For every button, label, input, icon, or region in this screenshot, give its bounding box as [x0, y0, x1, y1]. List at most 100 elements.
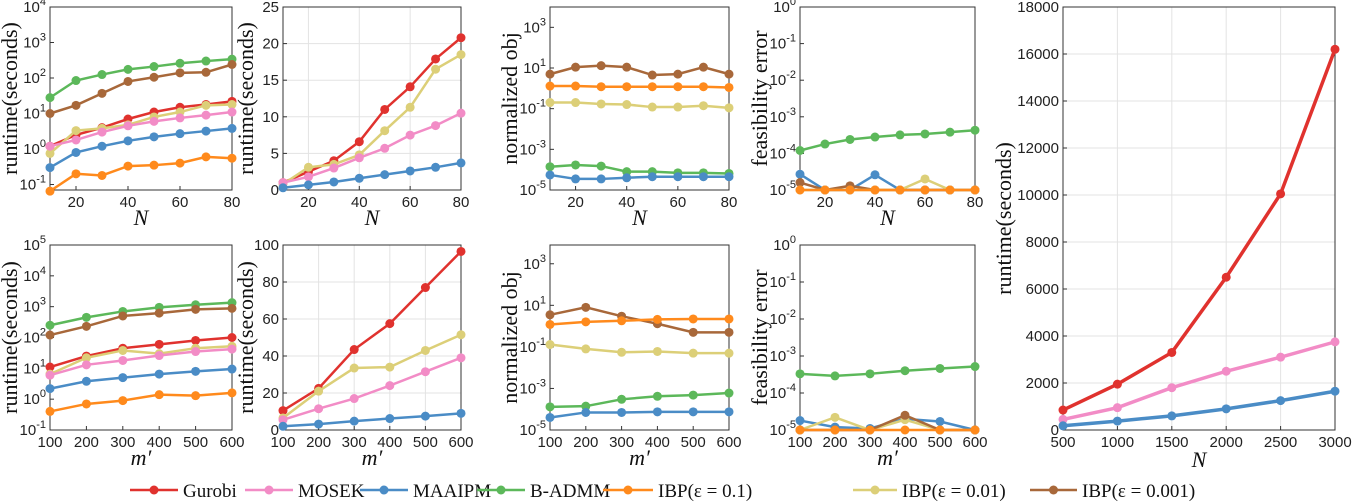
x-tick-label: 20 [300, 194, 317, 211]
legend-label: MAAIPM [413, 481, 491, 502]
plot-area [1063, 7, 1335, 430]
data-point [45, 186, 55, 196]
data-point [1167, 383, 1177, 393]
legend-marker [149, 485, 159, 495]
data-point [45, 370, 55, 380]
legend-label: IBP(ε = 0.01) [902, 481, 1006, 502]
data-point [118, 345, 128, 355]
data-point [724, 82, 734, 92]
data-point [227, 333, 237, 342]
series-line [549, 343, 729, 355]
legend-marker [870, 485, 880, 495]
subplot-8: 100 200 300 400 500 60010-510-410-310-210-110… [747, 234, 988, 470]
y-tick-label: 15 [262, 72, 279, 89]
data-point [278, 183, 288, 193]
y-axis-label: normalized obj [497, 32, 522, 165]
y-tick-label: 101 [523, 57, 546, 77]
x-tick-label: 80 [453, 194, 470, 211]
x-tick-label: 200 [822, 434, 847, 451]
data-point [545, 98, 555, 108]
data-point [97, 127, 107, 137]
y-tick-label: 2000 [1026, 375, 1059, 392]
data-point [571, 62, 581, 72]
x-tick-label: 60 [670, 194, 687, 211]
y-axis-label: normalized obj [497, 271, 522, 404]
data-point [456, 353, 466, 363]
data-point [354, 153, 364, 163]
data-point [795, 416, 805, 426]
data-point [456, 50, 466, 60]
x-tick-label: 80 [967, 194, 984, 211]
data-point [175, 158, 185, 168]
data-point [652, 391, 662, 401]
data-point [154, 369, 164, 379]
legend-label: IBP(ε = 0.001) [1082, 481, 1195, 502]
y-tick-label: 105 [23, 234, 46, 254]
data-point [622, 100, 632, 110]
legend-item: IBP(ε = 0.01) [853, 481, 1006, 502]
y-tick-label: 10-1 [770, 33, 796, 53]
data-point [154, 390, 164, 400]
y-tick-label: 101 [523, 294, 546, 314]
legend-item: MOSEK [245, 481, 365, 502]
data-point [1167, 347, 1177, 357]
data-point [945, 127, 955, 137]
data-point [45, 163, 55, 173]
series-line [549, 391, 730, 409]
legend-marker [623, 485, 633, 495]
y-axis-label: feasibility error [747, 30, 772, 167]
data-point [795, 169, 805, 179]
y-tick-label: 12000 [1017, 140, 1059, 157]
y-tick-label: 80 [262, 274, 279, 291]
data-point [118, 396, 128, 406]
series-line [1062, 389, 1336, 428]
data-point [154, 339, 164, 349]
data-point [724, 348, 734, 358]
data-point [724, 407, 734, 417]
data-point [652, 407, 662, 417]
data-point [724, 388, 734, 398]
x-tick-label: 500 [413, 434, 438, 451]
data-point [314, 386, 324, 396]
data-point [698, 62, 708, 72]
series-line [49, 301, 233, 327]
y-tick-label: 101 [23, 103, 46, 123]
data-point [149, 62, 159, 72]
data-point [123, 161, 133, 171]
x-tick-label: 100 [37, 434, 62, 451]
legend-marker [1049, 485, 1058, 495]
data-point [349, 345, 359, 355]
data-point [688, 407, 698, 417]
legend-item: Gurobi [130, 481, 237, 502]
subplot-4: 20 40 60 80 10-5 10-4 10-3 10-2 10-1 100 Nfeasibil… [747, 0, 983, 230]
x-axis-label: N [1191, 447, 1208, 472]
data-point [81, 353, 91, 363]
data-point [673, 102, 683, 112]
data-point [81, 312, 91, 322]
x-axis-label: N [364, 205, 381, 230]
data-point [118, 311, 128, 321]
data-point [545, 69, 555, 79]
data-point [865, 425, 875, 435]
y-tick-label: 20 [262, 36, 279, 53]
y-tick-exponent: 0 [40, 388, 46, 400]
x-tick-label: 300 [857, 434, 882, 451]
data-point [596, 161, 606, 171]
data-point [900, 425, 910, 435]
y-tick-exponent: 3 [40, 32, 46, 44]
series-line [282, 356, 462, 422]
data-point [405, 166, 415, 176]
y-tick-exponent: -1 [36, 419, 46, 431]
x-tick-label: 400 [892, 434, 917, 451]
data-point [920, 174, 930, 184]
data-point [405, 82, 415, 92]
series-line [282, 412, 462, 428]
data-point [1330, 44, 1340, 54]
data-point [545, 170, 555, 180]
data-point [1330, 386, 1340, 396]
data-point [175, 129, 185, 139]
data-point [545, 340, 555, 350]
data-point [227, 364, 237, 374]
axes-frame [1062, 6, 1336, 431]
